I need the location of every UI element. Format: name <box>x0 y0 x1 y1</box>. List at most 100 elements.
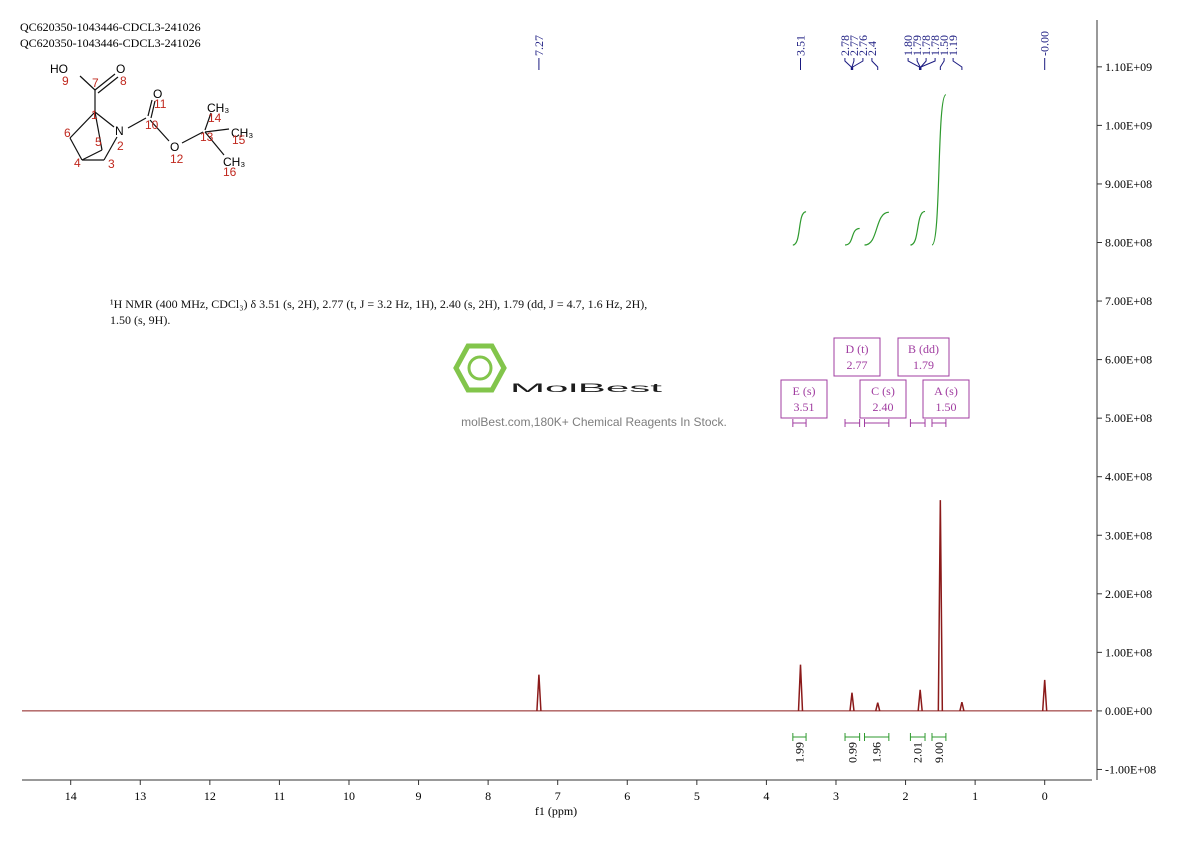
peak-pick-connector <box>851 58 855 70</box>
x-tick-label: 12 <box>204 789 216 803</box>
atom-label: HO <box>50 62 68 76</box>
y-tick-label: 1.00E+08 <box>1105 645 1152 659</box>
x-tick-label: 13 <box>134 789 146 803</box>
atom-number: 1 <box>91 108 98 122</box>
peak-pick-connector <box>916 58 921 70</box>
x-tick-label: 0 <box>1042 789 1048 803</box>
atom-number: 2 <box>117 139 124 153</box>
spectrum-peak <box>874 702 881 712</box>
multiplet-shift: 2.40 <box>873 400 894 414</box>
atom-label: CH₃ <box>223 155 245 169</box>
y-tick-label: 6.00E+08 <box>1105 353 1152 367</box>
multiplet-box <box>780 379 828 419</box>
peak-pick-label: 2.76 <box>856 35 870 56</box>
integral-curve <box>910 210 926 246</box>
peak-pick-label: 2.77 <box>847 35 861 56</box>
x-tick-label: 3 <box>833 789 839 803</box>
peak-pick-label: 3.51 <box>793 35 807 56</box>
integral-bracket <box>931 733 947 741</box>
multiplet-shift: 1.79 <box>913 358 934 372</box>
integral-curve <box>931 94 947 246</box>
peak-pick-connector <box>920 58 927 70</box>
atom-label: CH₃ <box>207 101 229 115</box>
peak-pick-connector <box>907 58 920 70</box>
spectrum-peak <box>937 500 944 711</box>
integral-label: 1.96 <box>870 742 884 763</box>
title-line: QC620350-1043446-CDCL3-241026 <box>20 20 201 34</box>
peak-pick-label: 1.19 <box>946 35 960 56</box>
atom-label: N <box>115 124 124 138</box>
spectrum-peak <box>849 692 855 711</box>
multiplet-shift: 3.51 <box>794 400 815 414</box>
logo-hexagon <box>453 343 507 393</box>
multiplet-label: A (s) <box>934 384 958 398</box>
atom-number: 16 <box>223 165 237 179</box>
title-line: QC620350-1043446-CDCL3-241026 <box>20 36 201 50</box>
integral-bracket <box>844 733 861 741</box>
multiplet-box <box>897 337 950 377</box>
x-tick-label: 4 <box>763 789 769 803</box>
multiplet-range <box>909 419 926 427</box>
y-tick-label: 4.00E+08 <box>1105 470 1152 484</box>
peak-pick-label: 1.78 <box>919 35 933 56</box>
x-tick-label: 9 <box>416 789 422 803</box>
watermark: MolBest molBest.com,180K+ Chemical Reage… <box>453 343 727 429</box>
integral-label: 1.99 <box>792 742 806 763</box>
atom-number: 8 <box>120 74 127 88</box>
peak-pick-connector <box>871 58 879 70</box>
spectrum-peak <box>917 689 923 711</box>
logo-ring <box>467 355 493 381</box>
multiplet-shift: 2.77 <box>847 358 868 372</box>
y-tick-label: -1.00E+08 <box>1105 762 1156 776</box>
y-tick-label: 9.00E+08 <box>1105 177 1152 191</box>
x-tick-label: 2 <box>903 789 909 803</box>
integral-bracket <box>909 733 926 741</box>
y-tick-label: 1.10E+09 <box>1105 60 1152 74</box>
multiplet-label: B (dd) <box>908 342 939 356</box>
x-tick-label: 10 <box>343 789 355 803</box>
peak-pick-label: 2.78 <box>838 35 852 56</box>
x-tick-label: 7 <box>555 789 561 803</box>
peak-pick-connector <box>844 58 852 70</box>
multiplet-box <box>833 337 881 377</box>
atom-number: 9 <box>62 74 69 88</box>
peak-pick-label: 1.50 <box>937 35 951 56</box>
atom-label: CH₃ <box>231 126 253 140</box>
x-tick-label: 1 <box>972 789 978 803</box>
integral-curve <box>792 211 807 246</box>
integral-bracket <box>864 733 890 741</box>
spectrum-peak <box>536 674 542 711</box>
nmr-description: ¹H NMR (400 MHz, CDCl₃) δ 3.51 (s, 2H), … <box>110 297 648 327</box>
peak-pick-label: -0.00 <box>1038 31 1052 56</box>
multiplet-label: C (s) <box>871 384 895 398</box>
integral-bracket <box>792 733 807 741</box>
multiplet-range <box>931 419 947 427</box>
atom-label: O <box>153 87 162 101</box>
peak-pick-label: 2.4 <box>865 41 879 56</box>
integral-label: 0.99 <box>845 742 859 763</box>
y-tick-label: 5.00E+08 <box>1105 411 1152 425</box>
atom-number: 3 <box>108 157 115 171</box>
peak-pick-label: 7.27 <box>532 35 546 56</box>
peak-pick-connector <box>852 58 864 70</box>
multiplet-range <box>864 419 890 427</box>
atom-number: 5 <box>95 135 102 149</box>
multiplet-range <box>844 419 861 427</box>
integral-label: 9.00 <box>932 742 946 763</box>
watermark-tagline: molBest.com,180K+ Chemical Reagents In S… <box>461 415 727 429</box>
atom-label: O <box>116 62 125 76</box>
peak-pick-connector <box>939 58 945 70</box>
x-tick-label: 6 <box>624 789 630 803</box>
peak-pick-label: 1.80 <box>901 35 915 56</box>
y-tick-label: 1.00E+09 <box>1105 118 1152 132</box>
multiplet-box <box>922 379 970 419</box>
structure-numbers: 9 7 8 11 10 1 6 5 2 12 13 14 15 16 4 3 <box>62 74 246 179</box>
x-tick-label: 14 <box>65 789 77 803</box>
multiplet-shift: 1.50 <box>936 400 957 414</box>
peak-pick-connector <box>920 58 936 70</box>
atom-number: 11 <box>154 97 167 111</box>
spectrum-peak <box>1041 679 1048 711</box>
integral-label: 2.01 <box>911 742 925 763</box>
